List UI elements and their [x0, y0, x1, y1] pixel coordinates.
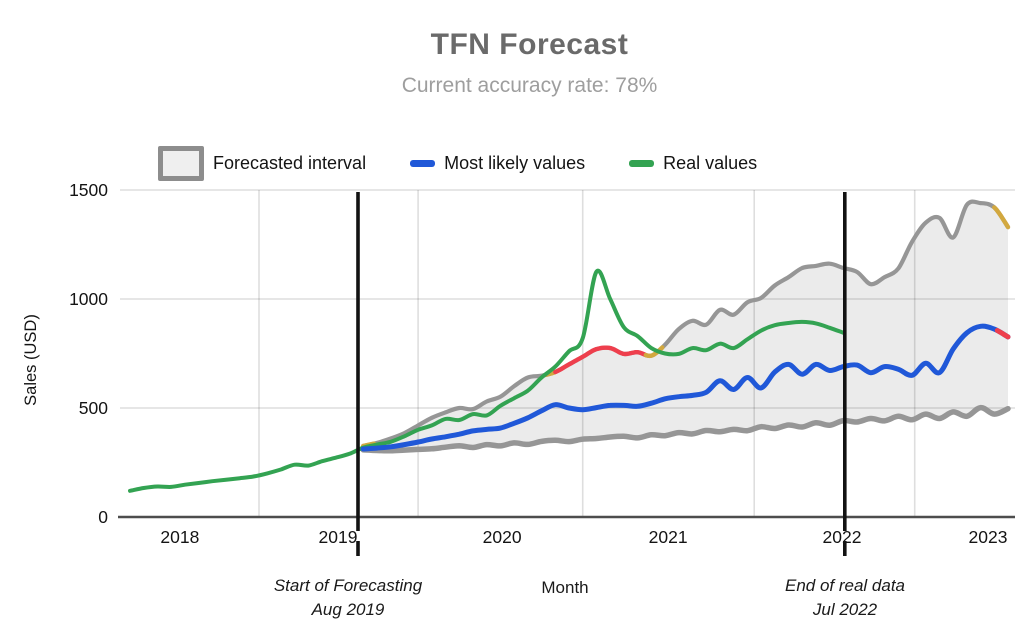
- annotation-start-line1: Start of Forecasting: [273, 576, 423, 595]
- y-tick-label: 1500: [69, 180, 108, 200]
- x-tick-label: 2021: [649, 527, 688, 547]
- x-tick-label: 2018: [160, 527, 199, 547]
- most-likely-values-line: [360, 323, 1011, 452]
- x-tick-label: 2023: [969, 527, 1008, 547]
- chart-subtitle: Current accuracy rate: 78%: [401, 74, 658, 97]
- legend-swatch-real-values: [629, 160, 655, 167]
- annotation-end-of-real-data: End of real data Jul 2022: [725, 574, 965, 622]
- y-tick-label: 0: [98, 507, 108, 527]
- y-tick-label: 1000: [69, 289, 108, 309]
- x-axis-title: Month: [541, 578, 589, 597]
- x-tick-label: 2019: [319, 527, 358, 547]
- legend-label-real-values: Real values: [663, 153, 758, 173]
- legend: Forecasted interval Most likely values R…: [158, 146, 801, 181]
- annotation-end-line1: End of real data: [784, 576, 906, 595]
- lower-bound-line: [360, 404, 1011, 454]
- real-values-line: [128, 268, 846, 493]
- legend-item-real-values: Real values: [629, 153, 757, 174]
- chart-title: TFN Forecast: [430, 28, 629, 61]
- legend-swatch-most-likely: [410, 160, 436, 167]
- legend-item-forecast-interval: Forecasted interval: [158, 146, 366, 181]
- x-tick-label: 2020: [483, 527, 522, 547]
- y-axis-title: Sales (USD): [22, 314, 40, 406]
- most-likely-end-segment: [994, 328, 1011, 340]
- legend-label-most-likely: Most likely values: [444, 153, 586, 173]
- annotation-end-line2: Jul 2022: [812, 600, 878, 619]
- legend-swatch-forecast-interval: [158, 146, 204, 181]
- y-tick-label: 500: [79, 398, 108, 418]
- annotation-start-of-forecasting: Start of Forecasting Aug 2019: [228, 574, 468, 622]
- x-tick-label: 2022: [823, 527, 862, 547]
- upper-bound-exceed-segment: [553, 345, 648, 375]
- upper-bound-exceed-segment: [992, 205, 1011, 230]
- upper-bound-line: [361, 199, 1011, 448]
- legend-item-most-likely: Most likely values: [410, 153, 585, 174]
- annotation-start-line2: Aug 2019: [311, 600, 385, 619]
- legend-label-forecast-interval: Forecasted interval: [213, 153, 367, 173]
